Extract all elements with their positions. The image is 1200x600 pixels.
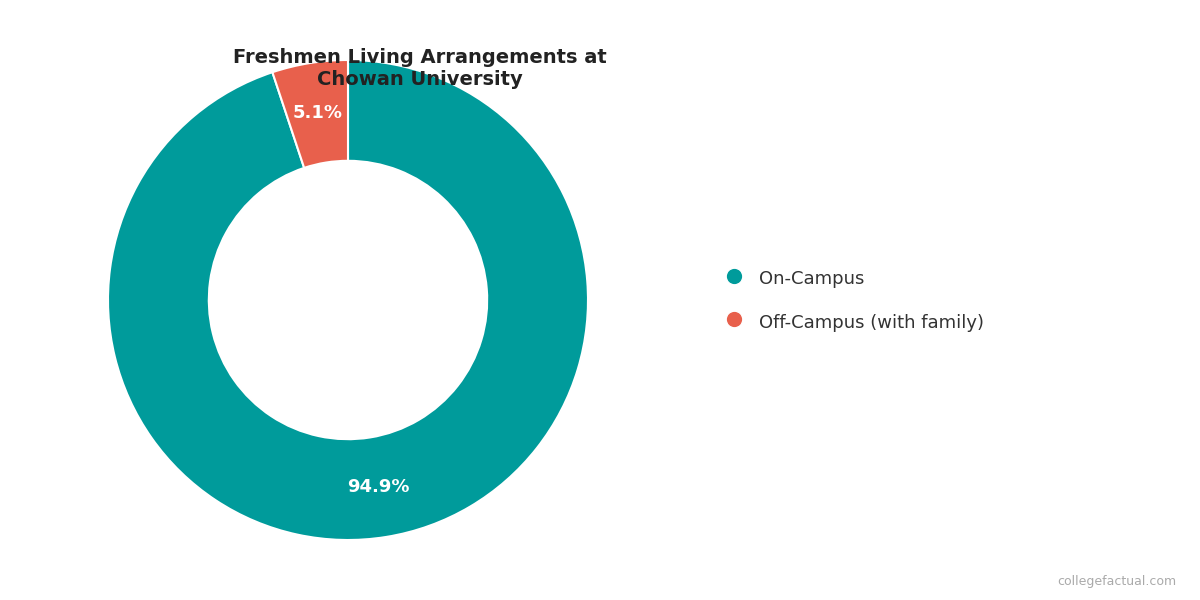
Wedge shape bbox=[108, 60, 588, 540]
Wedge shape bbox=[272, 60, 348, 168]
Text: 94.9%: 94.9% bbox=[347, 478, 409, 496]
Text: Freshmen Living Arrangements at
Chowan University: Freshmen Living Arrangements at Chowan U… bbox=[233, 48, 607, 89]
Legend: On-Campus, Off-Campus (with family): On-Campus, Off-Campus (with family) bbox=[706, 249, 1002, 351]
Text: collegefactual.com: collegefactual.com bbox=[1057, 575, 1176, 588]
Text: 5.1%: 5.1% bbox=[293, 104, 343, 122]
